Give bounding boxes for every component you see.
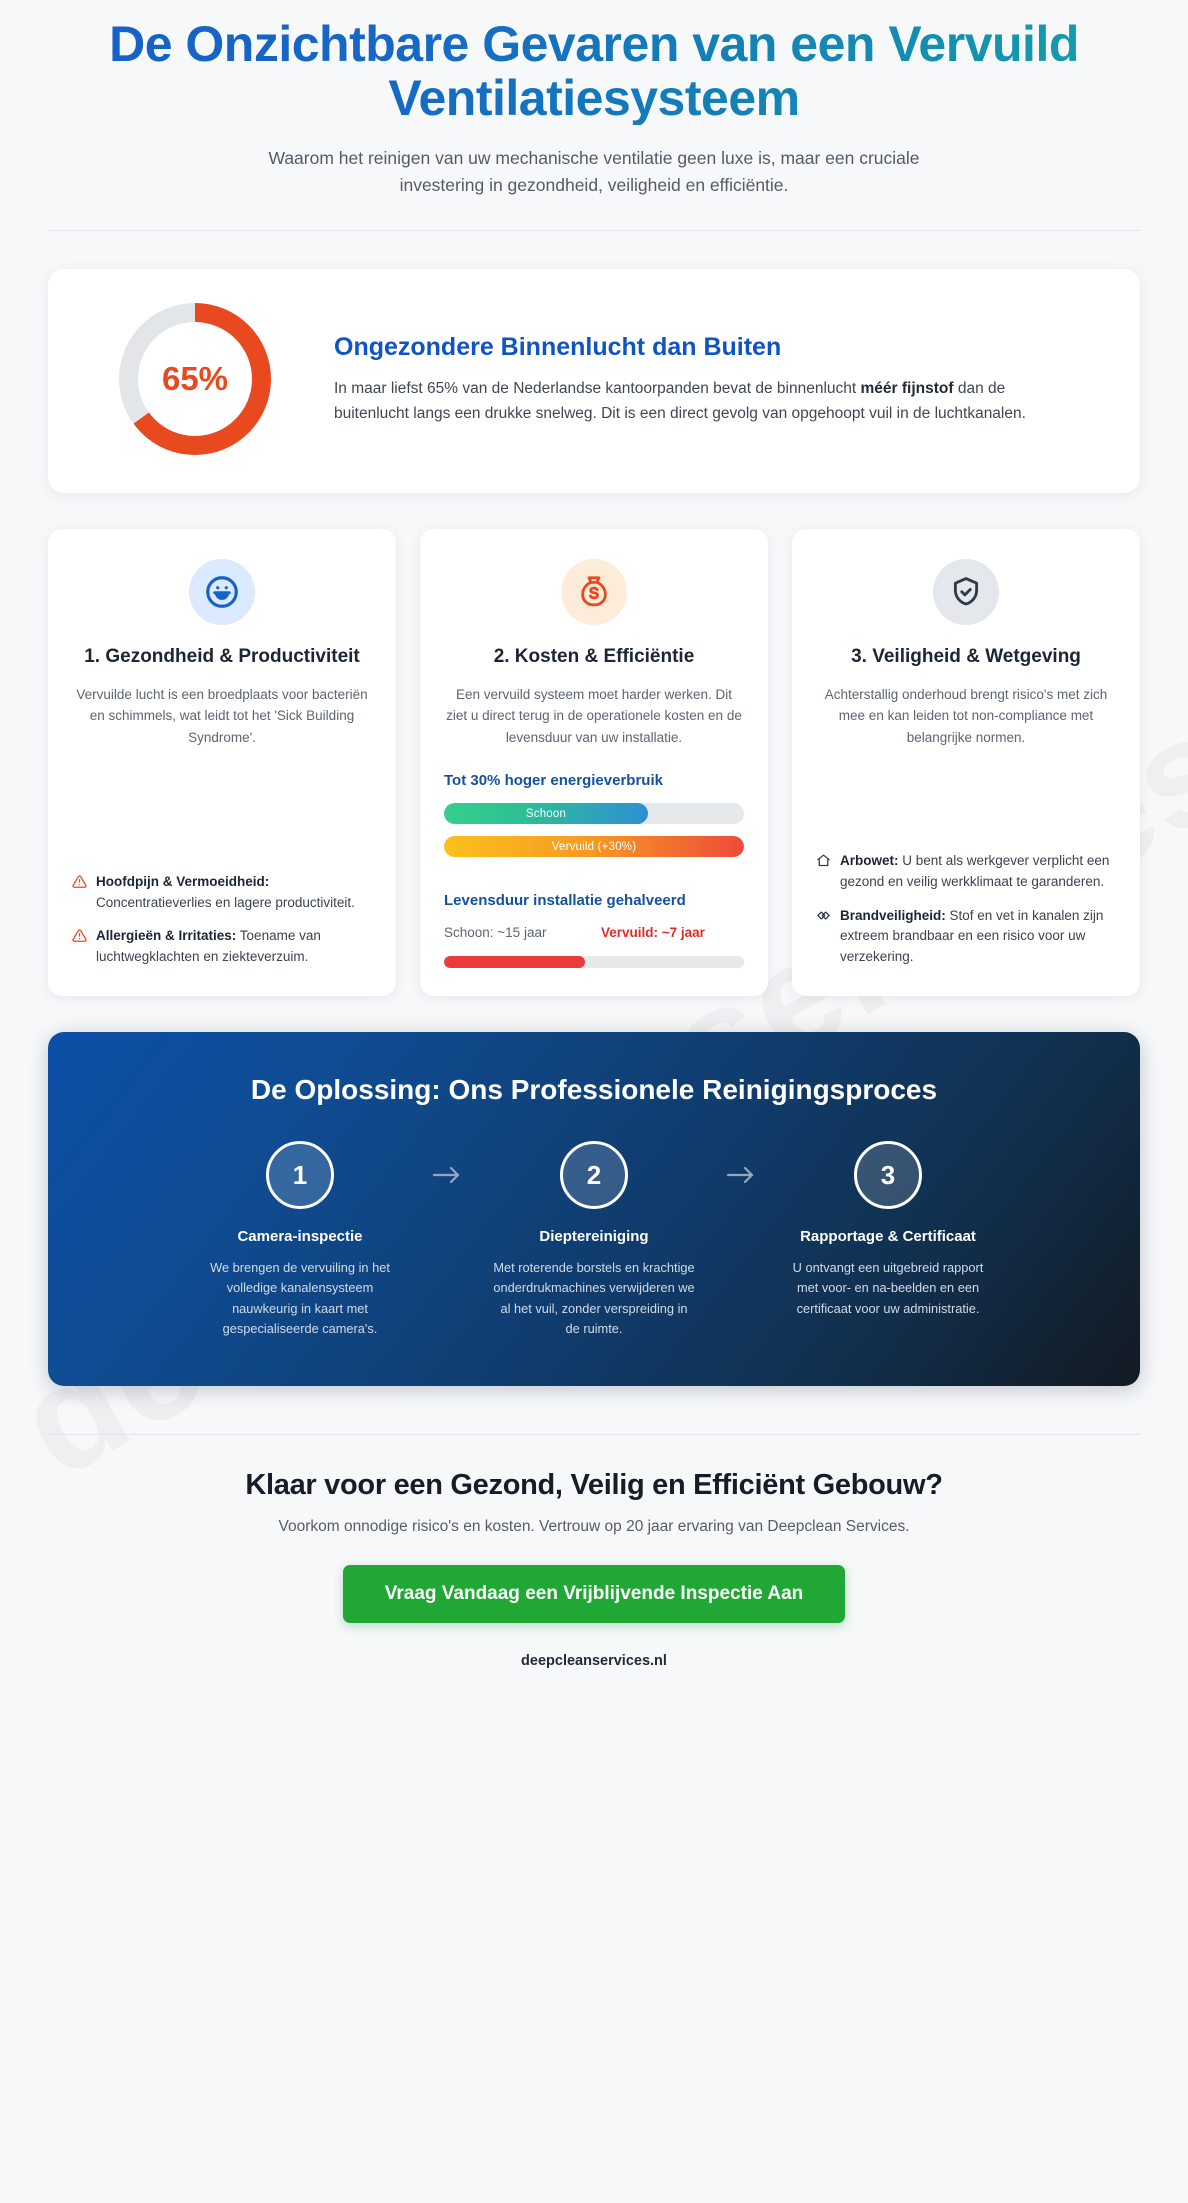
- stat-text-bold: méér fijnstof: [860, 380, 954, 397]
- bullet-text: Hoofdpijn & Vermoeidheid: Concentratieve…: [96, 872, 372, 914]
- home-icon: [816, 853, 831, 875]
- request-inspection-button[interactable]: Vraag Vandaag een Vrijblijvende Inspecti…: [342, 1564, 846, 1623]
- energy-bar-dirty-track: Vervuild (+30%): [444, 836, 744, 858]
- bullet-body: Stof en vet in kanalen zijn extreem bran…: [840, 907, 1104, 965]
- bullet-body: U bent als werkgever verplicht een gezon…: [840, 852, 1110, 889]
- card-spacer: [816, 749, 1116, 851]
- step-number-badge: 3: [854, 1141, 922, 1210]
- energy-bar-dirty-fill: Vervuild (+30%): [444, 836, 744, 858]
- step-description: Met roterende borstels en krachtige onde…: [493, 1259, 695, 1337]
- money-bag-icon: [561, 559, 627, 626]
- process-steps: 1 Camera-inspectie We brengen de vervuil…: [92, 1141, 1096, 1339]
- bullet-label: Brandveiligheid:: [840, 907, 946, 923]
- step-name: Rapportage & Certificaat: [800, 1228, 976, 1246]
- step-description: U ontvangt een uitgebreid rapport met vo…: [792, 1259, 984, 1316]
- card-bullets: Arbowet: U bent als werkgever verplicht …: [816, 851, 1116, 969]
- stat-text-part1: In maar liefst 65% van de Nederlandse ka…: [334, 380, 861, 397]
- list-item: Brandveiligheid: Stof en vet in kanalen …: [816, 906, 1116, 969]
- card-bullets: Hoofdpijn & Vermoeidheid: Concentratieve…: [72, 872, 372, 969]
- step-name: Camera-inspectie: [237, 1228, 363, 1246]
- page-subtitle: Waarom het reinigen van uw mechanische v…: [268, 148, 920, 196]
- stat-text-part2: dan de buitenlucht langs een drukke snel…: [334, 380, 1026, 423]
- donut-chart: 65%: [119, 303, 271, 456]
- step-name: Dieptereiniging: [539, 1228, 649, 1246]
- card-title: 1. Gezondheid & Productiviteit: [84, 646, 360, 668]
- cta-divider: [48, 1433, 1140, 1435]
- list-item: Allergieën & Irritaties: Toename van luc…: [72, 926, 372, 968]
- card-veiligheid: 3. Veiligheid & Wetgeving Achterstallig …: [792, 529, 1140, 997]
- warning-triangle-icon: [72, 928, 87, 950]
- energy-bar-dirty-label: Vervuild (+30%): [551, 840, 637, 853]
- bullet-text: Brandveiligheid: Stof en vet in kanalen …: [840, 906, 1116, 969]
- process-step-2: 2 Dieptereiniging Met roterende borstels…: [486, 1141, 702, 1339]
- flame-icon: [816, 908, 831, 930]
- header: De Onzichtbare Gevaren van een Vervuild …: [48, 0, 1140, 232]
- stat-body: Ongezondere Binnenlucht dan Buiten In ma…: [334, 332, 1098, 427]
- bullet-label: Allergieën & Irritaties:: [96, 928, 237, 944]
- shield-check-icon: [933, 559, 999, 626]
- bullet-label: Hoofdpijn & Vermoeidheid:: [96, 873, 270, 889]
- lifespan-dirty-value: Vervuild: ~7 jaar: [601, 925, 705, 941]
- lifespan-bar-fill: [444, 956, 585, 969]
- donut-chart-wrapper: 65%: [90, 303, 300, 456]
- lifespan-bar-track: [444, 956, 744, 969]
- cta-subtitle: Voorkom onnodige risico's en kosten. Ver…: [278, 1517, 910, 1535]
- process-title: De Oplossing: Ons Professionele Reinigin…: [250, 1074, 938, 1106]
- stat-text: In maar liefst 65% van de Nederlandse ka…: [334, 376, 1078, 427]
- header-divider: [48, 230, 1140, 232]
- arrow-right-icon: [408, 1141, 486, 1209]
- stat-card: 65% Ongezondere Binnenlucht dan Buiten I…: [48, 269, 1140, 494]
- bullet-text: Allergieën & Irritaties: Toename van luc…: [96, 926, 372, 968]
- energy-bar-clean-track: Schoon: [444, 803, 744, 825]
- lifespan-heading: Levensduur installatie gehalveerd: [444, 892, 686, 910]
- cta-section: Klaar voor een Gezond, Veilig en Efficië…: [48, 1435, 1140, 1703]
- card-description: Achterstallig onderhoud brengt risico's …: [824, 686, 1108, 746]
- smiley-face-icon: [189, 559, 255, 626]
- energy-heading: Tot 30% hoger energieverbruik: [444, 772, 663, 790]
- donut-percentage-label: 65%: [161, 360, 229, 398]
- step-description: We brengen de vervuiling in het volledig…: [210, 1259, 390, 1337]
- card-title: 3. Veiligheid & Wetgeving: [851, 646, 1081, 668]
- stat-title: Ongezondere Binnenlucht dan Buiten: [334, 333, 782, 361]
- feature-cards: 1. Gezondheid & Productiviteit Vervuilde…: [48, 529, 1140, 997]
- process-step-3: 3 Rapportage & Certificaat U ontvangt ee…: [780, 1141, 996, 1319]
- card-spacer: [72, 749, 372, 871]
- process-panel: De Oplossing: Ons Professionele Reinigin…: [48, 1032, 1140, 1386]
- page-title: De Onzichtbare Gevaren van een Vervuild …: [48, 17, 1140, 125]
- card-description: Een vervuild systeem moet harder werken.…: [446, 686, 742, 746]
- card-title: 2. Kosten & Efficiëntie: [493, 646, 695, 668]
- arrow-right-icon: [702, 1141, 780, 1209]
- step-number-badge: 2: [560, 1141, 628, 1210]
- cta-title: Klaar voor een Gezond, Veilig en Efficië…: [245, 1468, 943, 1501]
- card-kosten: 2. Kosten & Efficiëntie Een vervuild sys…: [420, 529, 768, 997]
- energy-bar-clean-fill: Schoon: [444, 803, 648, 825]
- process-step-1: 1 Camera-inspectie We brengen de vervuil…: [192, 1141, 408, 1339]
- bullet-body: Concentratieverlies en lagere productivi…: [96, 894, 355, 910]
- warning-triangle-icon: [72, 874, 87, 896]
- bullet-label: Arbowet:: [840, 852, 899, 868]
- bullet-body: Toename van luchtwegklachten en ziekteve…: [96, 928, 321, 965]
- energy-bar-clean-label: Schoon: [525, 807, 567, 820]
- list-item: Hoofdpijn & Vermoeidheid: Concentratieve…: [72, 872, 372, 914]
- step-number-badge: 1: [266, 1141, 334, 1210]
- lifespan-clean-value: Schoon: ~15 jaar: [444, 925, 547, 941]
- card-gezondheid: 1. Gezondheid & Productiviteit Vervuilde…: [48, 529, 396, 997]
- lifespan-values: Schoon: ~15 jaar Vervuild: ~7 jaar: [444, 923, 744, 943]
- list-item: Arbowet: U bent als werkgever verplicht …: [816, 851, 1116, 893]
- website-domain: deepcleanservices.nl: [521, 1652, 667, 1669]
- card-description: Vervuilde lucht is een broedplaats voor …: [76, 686, 368, 746]
- bullet-text: Arbowet: U bent als werkgever verplicht …: [840, 851, 1116, 893]
